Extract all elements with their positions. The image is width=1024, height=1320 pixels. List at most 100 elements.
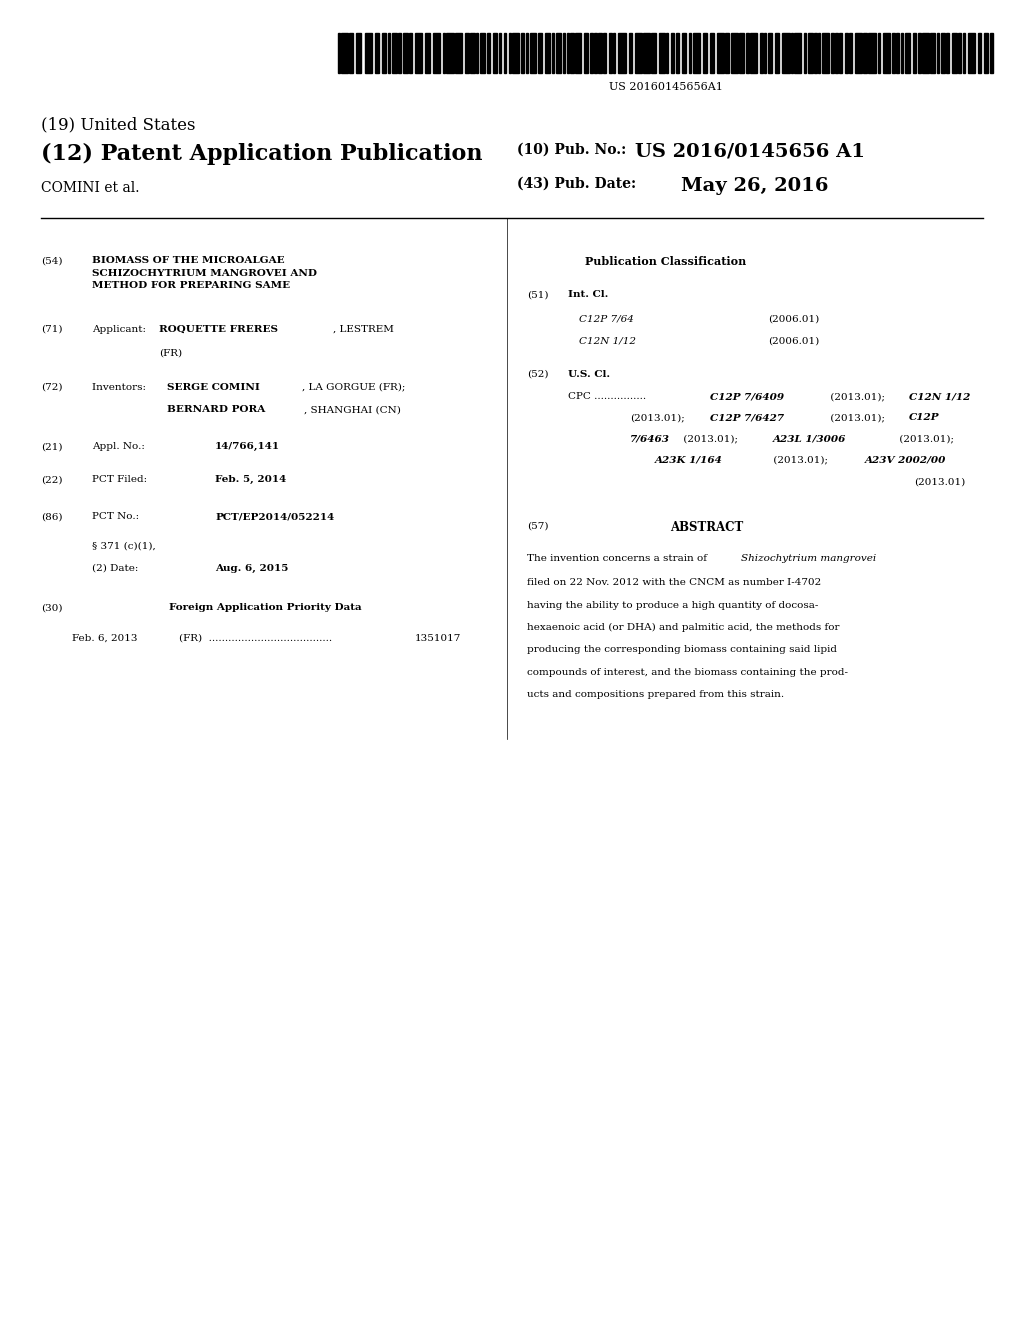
Text: (12) Patent Application Publication: (12) Patent Application Publication	[41, 143, 482, 165]
Bar	[930, 33, 935, 73]
Bar	[710, 33, 714, 73]
Bar	[676, 33, 679, 73]
Bar	[651, 33, 656, 73]
Bar	[398, 33, 401, 73]
Bar	[682, 33, 686, 73]
Bar	[521, 33, 524, 73]
Text: U.S. Cl.: U.S. Cl.	[568, 370, 610, 379]
Bar	[382, 33, 386, 73]
Bar	[392, 33, 397, 73]
Bar	[446, 33, 454, 73]
Text: CPC ................: CPC ................	[568, 392, 646, 401]
Text: C12P 7/6409: C12P 7/6409	[710, 392, 783, 401]
Bar	[863, 33, 867, 73]
Bar	[693, 33, 700, 73]
Bar	[403, 33, 408, 73]
Text: (FR): (FR)	[159, 348, 182, 358]
Bar	[835, 33, 838, 73]
Bar	[493, 33, 497, 73]
Bar	[415, 33, 422, 73]
Text: 1351017: 1351017	[415, 634, 461, 643]
Text: (2013.01);: (2013.01);	[827, 392, 886, 401]
Text: C12N 1/12: C12N 1/12	[579, 337, 636, 346]
Bar	[338, 33, 340, 73]
Text: compounds of interest, and the biomass containing the prod-: compounds of interest, and the biomass c…	[527, 668, 848, 677]
Text: ROQUETTE FRERES: ROQUETTE FRERES	[159, 325, 278, 334]
Bar	[892, 33, 895, 73]
Text: § 371 (c)(1),: § 371 (c)(1),	[92, 541, 156, 550]
Text: (51): (51)	[527, 290, 549, 300]
Bar	[487, 33, 490, 73]
Text: PCT/EP2014/052214: PCT/EP2014/052214	[215, 512, 334, 521]
Text: Shizochytrium mangrovei: Shizochytrium mangrovei	[741, 554, 877, 564]
Text: A23K 1/164: A23K 1/164	[654, 455, 722, 465]
Text: (21): (21)	[41, 442, 62, 451]
Bar	[717, 33, 724, 73]
Text: (2013.01);: (2013.01);	[896, 434, 954, 444]
Bar	[598, 33, 602, 73]
Bar	[952, 33, 957, 73]
Bar	[455, 33, 462, 73]
Bar	[530, 33, 536, 73]
Text: , SHANGHAI (CN): , SHANGHAI (CN)	[304, 405, 401, 414]
Bar	[356, 33, 361, 73]
Bar	[594, 33, 597, 73]
Text: C12P: C12P	[909, 413, 940, 422]
Bar	[476, 33, 478, 73]
Bar	[613, 33, 615, 73]
Text: ABSTRACT: ABSTRACT	[670, 521, 743, 535]
Bar	[746, 33, 749, 73]
Bar	[818, 33, 820, 73]
Bar	[760, 33, 763, 73]
Text: A23L 1/3006: A23L 1/3006	[773, 434, 847, 444]
Bar	[731, 33, 738, 73]
Bar	[570, 33, 574, 73]
Text: The invention concerns a strain of: The invention concerns a strain of	[527, 554, 711, 564]
Text: Applicant:: Applicant:	[92, 325, 150, 334]
Bar	[584, 33, 588, 73]
Bar	[814, 33, 817, 73]
Text: BIOMASS OF THE MICROALGAE
SCHIZOCHYTRIUM MANGROVEI AND
METHOD FOR PREPARING SAME: BIOMASS OF THE MICROALGAE SCHIZOCHYTRIUM…	[92, 256, 317, 290]
Text: US 2016/0145656 A1: US 2016/0145656 A1	[635, 143, 865, 161]
Text: 7/6463: 7/6463	[630, 434, 670, 444]
Bar	[526, 33, 528, 73]
Text: C12P 7/64: C12P 7/64	[579, 314, 634, 323]
Bar	[509, 33, 511, 73]
Bar	[782, 33, 790, 73]
Bar	[365, 33, 372, 73]
Text: (2013.01);: (2013.01);	[827, 413, 886, 422]
Text: having the ability to produce a high quantity of docosa-: having the ability to produce a high qua…	[527, 601, 819, 610]
Text: (19) United States: (19) United States	[41, 116, 196, 133]
Bar	[388, 33, 390, 73]
Text: (71): (71)	[41, 325, 62, 334]
Text: A23V 2002/00: A23V 2002/00	[865, 455, 946, 465]
Bar	[878, 33, 880, 73]
Bar	[963, 33, 965, 73]
Text: BERNARD PORA: BERNARD PORA	[167, 405, 265, 414]
Bar	[465, 33, 469, 73]
Bar	[504, 33, 506, 73]
Text: C12N 1/12: C12N 1/12	[909, 392, 971, 401]
Text: PCT Filed:: PCT Filed:	[92, 475, 147, 484]
Bar	[425, 33, 430, 73]
Bar	[896, 33, 899, 73]
Text: Feb. 5, 2014: Feb. 5, 2014	[215, 475, 287, 484]
Text: SERGE COMINI: SERGE COMINI	[167, 383, 260, 392]
Text: hexaenoic acid (or DHA) and palmitic acid, the methods for: hexaenoic acid (or DHA) and palmitic aci…	[527, 623, 840, 632]
Text: Appl. No.:: Appl. No.:	[92, 442, 145, 451]
Text: (30): (30)	[41, 603, 62, 612]
Text: (57): (57)	[527, 521, 549, 531]
Bar	[775, 33, 779, 73]
Bar	[375, 33, 379, 73]
Bar	[538, 33, 542, 73]
Bar	[409, 33, 412, 73]
Text: US 20160145656A1: US 20160145656A1	[608, 82, 723, 92]
Bar	[563, 33, 565, 73]
Text: filed on 22 Nov. 2012 with the CNCM as number I-4702: filed on 22 Nov. 2012 with the CNCM as n…	[527, 578, 821, 587]
Bar	[901, 33, 903, 73]
Text: (52): (52)	[527, 370, 549, 379]
Text: May 26, 2016: May 26, 2016	[681, 177, 828, 195]
Bar	[764, 33, 766, 73]
Bar	[512, 33, 519, 73]
Bar	[849, 33, 852, 73]
